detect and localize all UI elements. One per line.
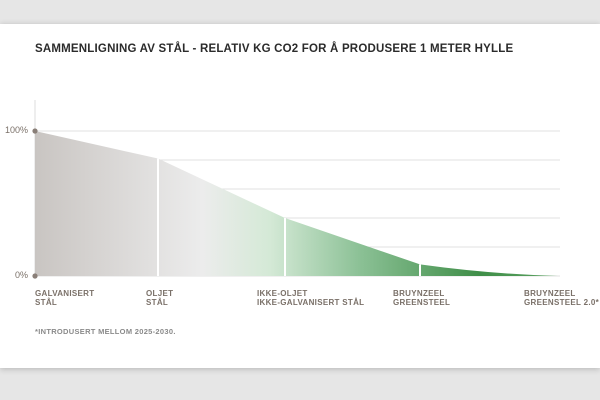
x-category-label-0-line-0: GALVANISERT — [35, 289, 95, 298]
x-category-label-4-line-1: GREENSTEEL 2.0* — [524, 298, 600, 307]
x-category-label-4: BRUYNZEEL GREENSTEEL 2.0* — [524, 289, 599, 307]
y-axis-dot-1 — [32, 273, 38, 279]
footnote: *INTRODUSERT MELLOM 2025-2030. — [35, 327, 176, 336]
x-category-label-2-line-0: IKKE-OLJET — [257, 289, 308, 298]
x-category-label-1-line-1: STÅL — [146, 298, 169, 307]
chart-title: SAMMENLIGNING AV STÅL - RELATIV KG CO2 F… — [35, 43, 514, 55]
x-category-label-1: OLJET STÅL — [146, 289, 173, 307]
x-category-label-3: BRUYNZEEL GREENSTEEL — [393, 289, 450, 307]
area-series — [35, 131, 558, 276]
x-category-label-3-line-0: BRUYNZEEL — [393, 289, 445, 298]
x-category-label-2: IKKE-OLJET IKKE-GALVANISERT STÅL — [257, 289, 364, 307]
x-category-label-4-line-0: BRUYNZEEL — [524, 289, 576, 298]
y-tick-label-1: 0% — [14, 270, 28, 280]
y-axis-dot-0 — [32, 128, 38, 134]
x-category-label-0-line-1: STÅL — [35, 298, 58, 307]
x-category-label-3-line-1: GREENSTEEL — [393, 298, 451, 307]
x-category-label-2-line-1: IKKE-GALVANISERT STÅL — [257, 298, 365, 307]
x-category-label-0: GALVANISERT STÅL — [35, 289, 94, 307]
y-tick-label-0: 100% — [4, 125, 28, 135]
x-category-label-1-line-0: OLJET — [146, 289, 174, 298]
